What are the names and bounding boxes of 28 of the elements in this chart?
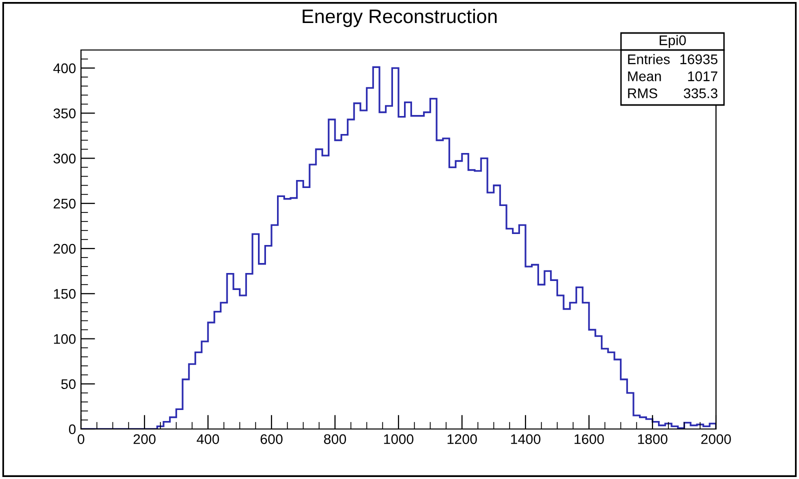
x-tick-label: 800 bbox=[324, 434, 346, 444]
x-tick-label: 2000 bbox=[701, 434, 731, 444]
x-tick-label: 400 bbox=[196, 434, 220, 444]
x-tick-label: 1200 bbox=[448, 434, 477, 444]
annotation: 16935 bbox=[680, 54, 718, 64]
y-tick-label: 50 bbox=[61, 379, 76, 390]
y-tick-label: 300 bbox=[54, 154, 76, 164]
x-tick-label: 200 bbox=[134, 434, 156, 444]
y-tick-label: 100 bbox=[54, 334, 76, 344]
x-tick-label: 0 bbox=[78, 434, 84, 444]
x-tick-label: 1400 bbox=[511, 434, 540, 444]
annotation: Entries bbox=[628, 54, 670, 64]
y-tick-label: 350 bbox=[54, 108, 76, 118]
x-tick-label: 1000 bbox=[384, 434, 414, 444]
annotation: 1017 bbox=[688, 71, 718, 82]
y-tick-label: 200 bbox=[54, 244, 76, 254]
y-tick-label: 250 bbox=[54, 198, 76, 209]
y-tick-label: 150 bbox=[54, 288, 76, 299]
y-tick-label: 400 bbox=[53, 63, 76, 74]
chart-title: Energy Reconstruction bbox=[302, 8, 497, 28]
x-tick-label: 1600 bbox=[574, 434, 604, 444]
annotation: Mean bbox=[628, 72, 661, 82]
text: Epi0 bbox=[660, 35, 686, 48]
x-tick-label: 600 bbox=[260, 434, 283, 444]
y-tick-label: 0 bbox=[68, 424, 76, 434]
annotation: 335.3 bbox=[684, 88, 718, 98]
x-tick-label: 1800 bbox=[638, 434, 668, 444]
annotation: RMS bbox=[628, 88, 658, 98]
